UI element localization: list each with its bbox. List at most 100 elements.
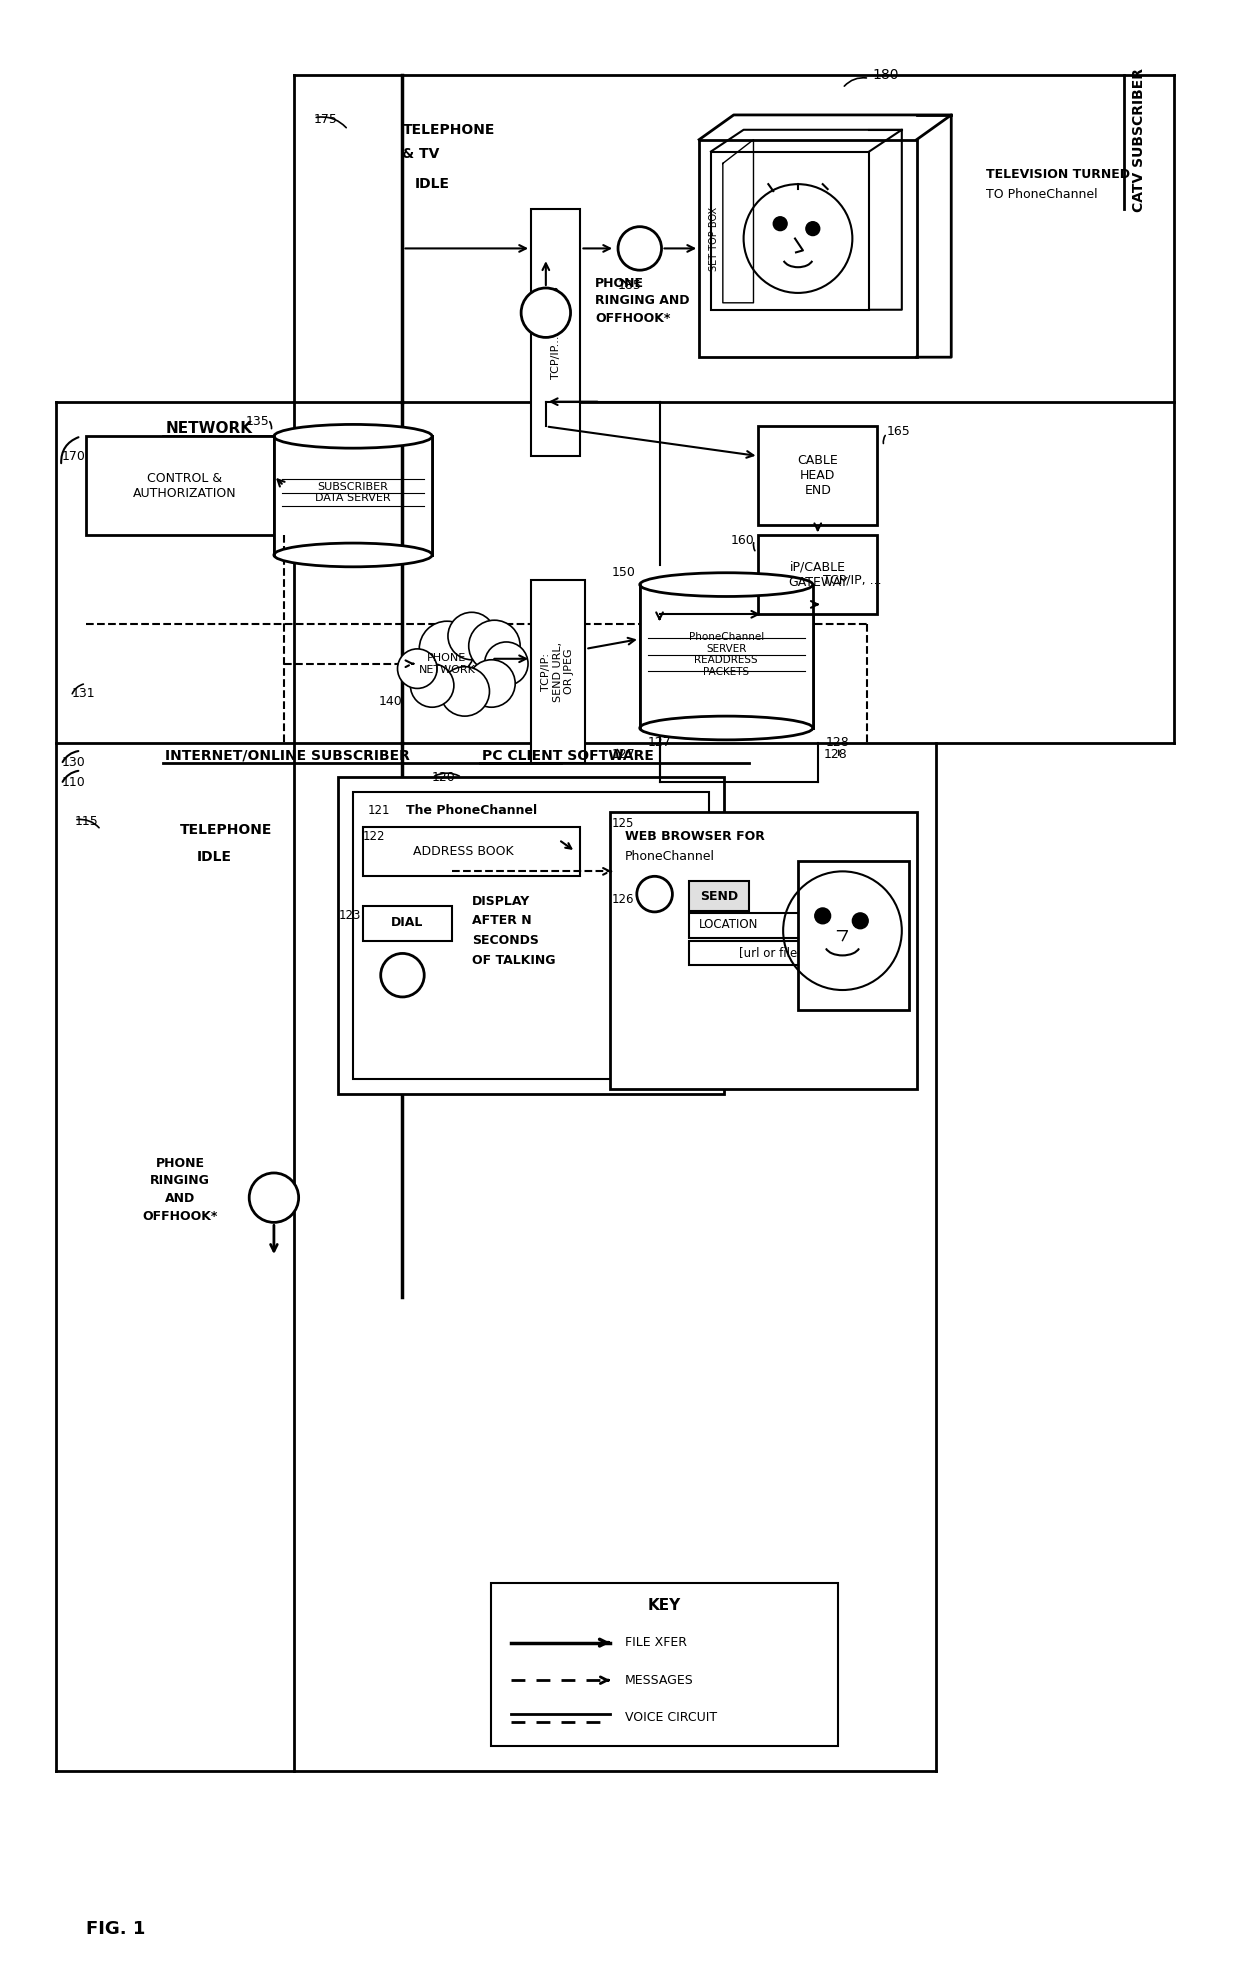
Text: TCP/IP, ...: TCP/IP, ... [822, 573, 882, 585]
Circle shape [618, 226, 661, 270]
Text: KEY: KEY [647, 1597, 681, 1613]
Bar [491, 1583, 837, 1746]
Text: RINGING: RINGING [150, 1175, 210, 1186]
Bar [86, 436, 284, 536]
Text: 140: 140 [378, 694, 403, 708]
Bar [699, 139, 916, 357]
Bar [759, 536, 877, 615]
Text: IDLE: IDLE [197, 849, 232, 863]
Text: SUBSCRIBER
DATA SERVER: SUBSCRIBER DATA SERVER [315, 482, 391, 504]
Text: 123: 123 [339, 909, 361, 923]
Circle shape [806, 222, 820, 236]
Text: TO PhoneChannel: TO PhoneChannel [986, 188, 1097, 200]
Text: OFFHOOK*: OFFHOOK* [595, 311, 671, 325]
Text: PhoneChannel
SERVER
READDRESS
PACKETS: PhoneChannel SERVER READDRESS PACKETS [688, 633, 764, 677]
Bar [640, 585, 812, 728]
Text: 120: 120 [432, 772, 456, 784]
Text: SET TOP BOX: SET TOP BOX [709, 206, 719, 270]
Circle shape [419, 621, 475, 677]
Text: 1: 1 [397, 966, 409, 984]
Text: 170: 170 [61, 450, 86, 462]
Text: FIG. 1: FIG. 1 [86, 1921, 145, 1938]
Text: & TV: & TV [403, 147, 440, 161]
Text: IDLE: IDLE [414, 177, 450, 190]
Circle shape [410, 665, 454, 706]
Circle shape [521, 288, 570, 337]
Bar [339, 778, 724, 1093]
Circle shape [469, 621, 520, 673]
Circle shape [448, 613, 496, 661]
Text: 185: 185 [618, 280, 642, 292]
Bar [531, 208, 580, 456]
Text: TCP/IP...PACKETS: TCP/IP...PACKETS [551, 286, 560, 379]
Bar [363, 907, 451, 940]
Text: 175: 175 [314, 113, 337, 127]
Bar [689, 881, 749, 911]
Text: CONTROL &
AUTHORIZATION: CONTROL & AUTHORIZATION [133, 472, 237, 500]
Circle shape [485, 643, 528, 686]
Bar [353, 792, 709, 1079]
Ellipse shape [640, 573, 812, 597]
Circle shape [852, 913, 868, 929]
Text: CABLE
HEAD
END: CABLE HEAD END [797, 454, 838, 498]
Text: SEND: SEND [699, 889, 738, 903]
Text: PHONE: PHONE [155, 1157, 205, 1169]
Text: SECONDS: SECONDS [471, 934, 538, 946]
Circle shape [815, 909, 831, 925]
Bar [799, 861, 909, 1010]
Text: FILE XFER: FILE XFER [625, 1637, 687, 1649]
Text: PHONE: PHONE [595, 276, 645, 290]
Text: PHONE
NETWORK: PHONE NETWORK [419, 653, 475, 675]
Text: TELEPHONE: TELEPHONE [180, 823, 273, 837]
Bar [610, 811, 916, 1089]
Bar [531, 579, 585, 762]
Ellipse shape [640, 716, 812, 740]
Circle shape [249, 1173, 299, 1222]
Text: ADDRESS BOOK: ADDRESS BOOK [413, 845, 515, 859]
Text: LOCATION: LOCATION [699, 919, 759, 930]
Text: 150: 150 [613, 565, 636, 579]
Circle shape [774, 216, 787, 230]
Circle shape [637, 877, 672, 913]
Text: 131: 131 [71, 686, 94, 700]
Text: 135: 135 [246, 415, 269, 429]
Text: 125: 125 [613, 817, 635, 829]
Text: 122: 122 [363, 829, 386, 843]
Ellipse shape [274, 425, 432, 448]
Text: WEB BROWSER FOR: WEB BROWSER FOR [625, 829, 765, 843]
Text: 110: 110 [61, 776, 86, 790]
Bar [711, 151, 869, 310]
Text: 2: 2 [267, 1188, 280, 1206]
Text: RINGING AND: RINGING AND [595, 294, 689, 308]
Bar [689, 940, 847, 966]
Text: TCP/IP:
SEND URL,
OR JPEG: TCP/IP: SEND URL, OR JPEG [541, 641, 574, 702]
Text: 121: 121 [368, 804, 391, 817]
Circle shape [398, 649, 436, 688]
Text: 128: 128 [823, 748, 847, 762]
Text: OF TALKING: OF TALKING [471, 954, 556, 966]
Text: PC CLIENT SOFTWARE: PC CLIENT SOFTWARE [481, 748, 653, 762]
Circle shape [467, 661, 515, 706]
Text: PhoneChannel: PhoneChannel [625, 849, 715, 863]
Text: TELEPHONE: TELEPHONE [403, 123, 495, 137]
Text: TELEVISION TURNED: TELEVISION TURNED [986, 169, 1130, 181]
Text: CATV SUBSCRIBER: CATV SUBSCRIBER [1132, 67, 1146, 212]
Text: 165: 165 [887, 425, 910, 438]
Text: NETWORK: NETWORK [165, 421, 252, 436]
Text: 5: 5 [634, 240, 646, 258]
Text: The PhoneChannel: The PhoneChannel [407, 804, 537, 817]
Text: VOICE CIRCUIT: VOICE CIRCUIT [625, 1712, 717, 1724]
Circle shape [381, 954, 424, 996]
Text: MESSAGES: MESSAGES [625, 1674, 693, 1686]
Text: 126: 126 [613, 893, 635, 905]
Text: DIAL: DIAL [392, 917, 424, 929]
Text: 128: 128 [826, 736, 849, 750]
Text: [url or file: [url or file [739, 946, 797, 958]
Text: 115: 115 [74, 815, 98, 829]
Text: AFTER N: AFTER N [471, 915, 531, 927]
Text: 130: 130 [61, 756, 86, 770]
Text: OFFHOOK*: OFFHOOK* [143, 1210, 218, 1222]
Text: iP/CABLE
GATEWAY: iP/CABLE GATEWAY [787, 561, 848, 589]
Bar [274, 436, 432, 556]
Text: 3: 3 [539, 304, 553, 321]
